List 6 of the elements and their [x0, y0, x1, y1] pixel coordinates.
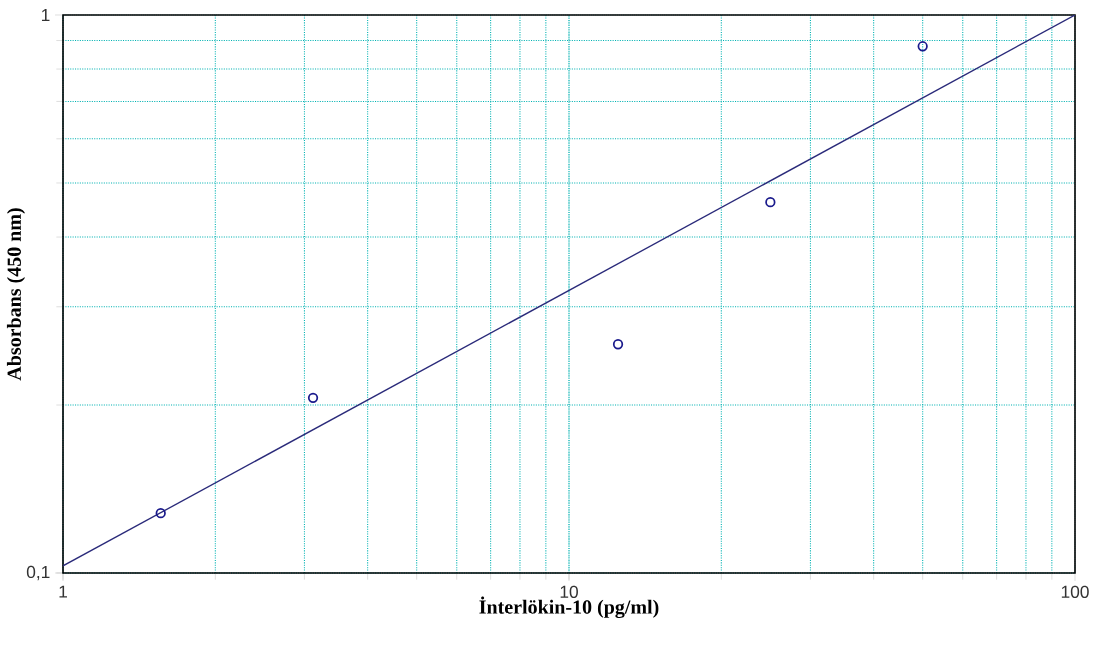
x-tick-label: 100 [1061, 585, 1089, 598]
x-tick-label: 10 [560, 585, 578, 598]
y-tick-label: 0,1 [26, 565, 50, 581]
x-tick-label: 1 [59, 585, 67, 598]
x-axis-title: İnterlökin-10 (pg/ml) [479, 596, 659, 619]
y-axis-title: Absorbans (450 nm) [6, 208, 26, 381]
